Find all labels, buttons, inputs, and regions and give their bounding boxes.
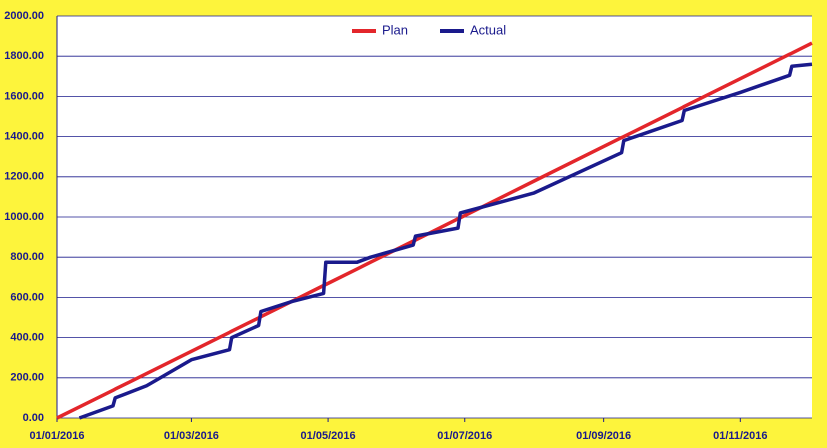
series-line (56, 41, 813, 420)
y-tick-label: 2000.00 (4, 10, 44, 22)
y-tick-label: 400.00 (10, 332, 44, 344)
y-tick-label: 200.00 (10, 372, 44, 384)
x-tick-label: 01/07/2016 (437, 430, 492, 442)
y-tick-label: 1800.00 (4, 50, 44, 62)
y-tick-label: 0.00 (23, 412, 44, 424)
y-tick-label: 600.00 (10, 291, 44, 303)
x-tick-label: 01/11/2016 (713, 430, 767, 442)
y-tick-label: 800.00 (10, 251, 44, 263)
y-tick-label: 1000.00 (4, 211, 44, 223)
series-line (78, 62, 813, 420)
x-tick-label: 01/01/2016 (29, 430, 84, 442)
x-tick-label: 01/09/2016 (576, 430, 631, 442)
y-tick-label: 1200.00 (4, 171, 44, 183)
x-tick-label: 01/03/2016 (164, 430, 219, 442)
y-tick-label: 1400.00 (4, 131, 44, 143)
legend: Plan Actual (352, 22, 506, 37)
y-tick-label: 1600.00 (4, 90, 44, 102)
legend-label: Plan (382, 22, 408, 37)
x-tick-label: 01/05/2016 (301, 430, 356, 442)
legend-label: Actual (470, 22, 506, 37)
